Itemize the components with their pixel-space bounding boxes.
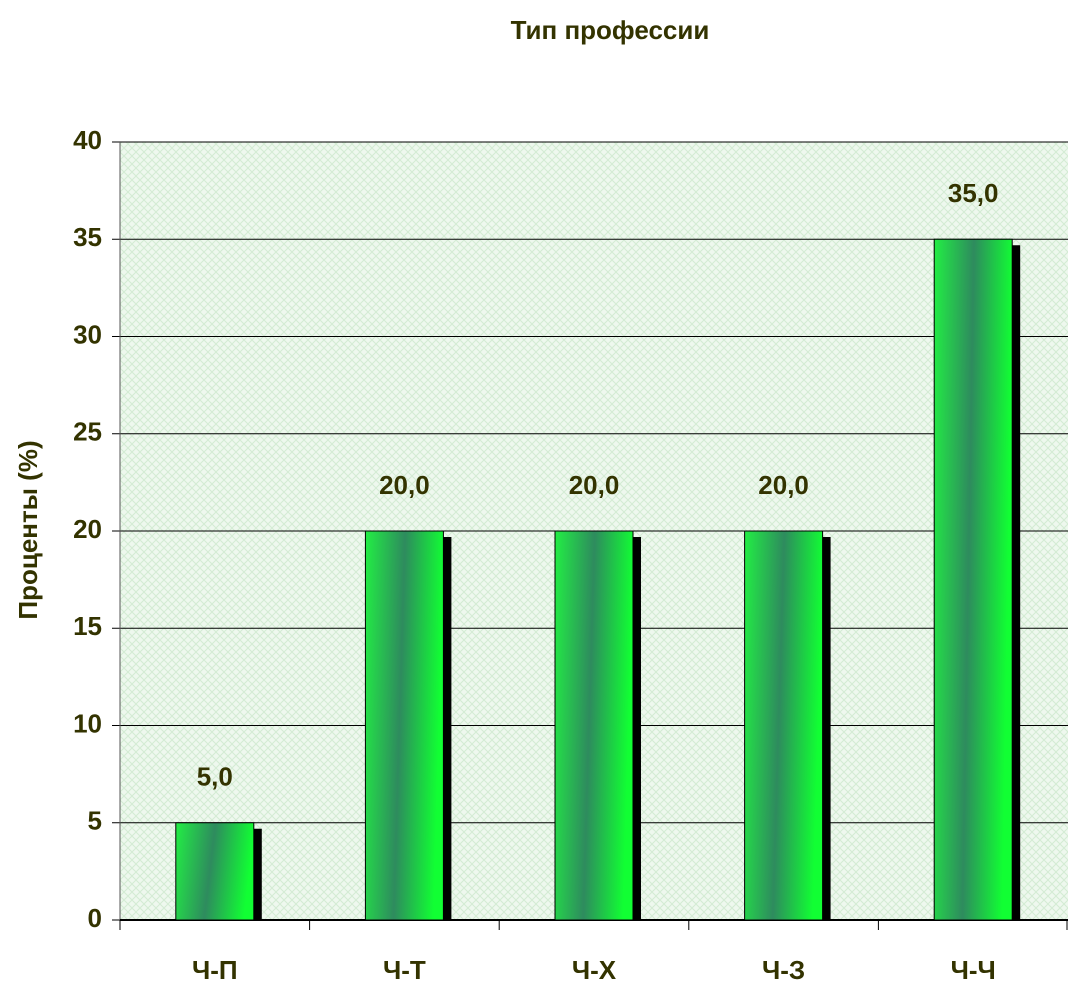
- x-tick-label: Ч-Т: [383, 955, 426, 985]
- y-axis-label: Проценты (%): [13, 440, 43, 619]
- bar: [933, 238, 1013, 921]
- x-tick-label: Ч-П: [192, 955, 238, 985]
- bar: [364, 530, 444, 921]
- bar: [175, 822, 255, 921]
- x-tick-label: Ч-З: [762, 955, 805, 985]
- bar: [554, 530, 634, 921]
- chart-title: Тип профессии: [511, 15, 710, 45]
- bar: [744, 530, 824, 921]
- y-tick-label: 40: [73, 125, 102, 155]
- value-label: 20,0: [379, 470, 430, 500]
- x-tick-label: Ч-Х: [572, 955, 617, 985]
- y-tick-label: 25: [73, 417, 102, 447]
- y-tick-label: 0: [88, 903, 102, 933]
- value-label: 20,0: [569, 470, 620, 500]
- x-tick-label: Ч-Ч: [951, 955, 996, 985]
- y-tick-label: 35: [73, 222, 102, 252]
- value-label: 5,0: [197, 762, 233, 792]
- value-label: 35,0: [948, 178, 999, 208]
- y-tick-label: 15: [73, 611, 102, 641]
- value-label: 20,0: [758, 470, 809, 500]
- y-tick-label: 30: [73, 319, 102, 349]
- y-tick-label: 5: [88, 806, 102, 836]
- y-tick-label: 10: [73, 708, 102, 738]
- y-tick-label: 20: [73, 514, 102, 544]
